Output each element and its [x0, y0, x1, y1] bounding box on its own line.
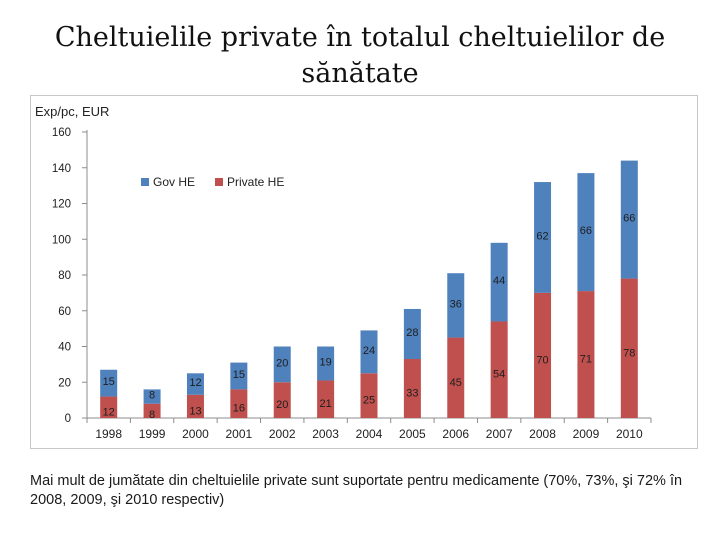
bar-gov-he: [143, 389, 161, 404]
data-label-private-he: 21: [319, 398, 331, 410]
data-label-gov-he: 44: [493, 275, 505, 287]
x-tick-label: 2006: [442, 427, 469, 441]
bar-private-he: [143, 403, 161, 418]
data-label-gov-he: 12: [189, 377, 201, 389]
x-tick-label: 1998: [95, 427, 122, 441]
x-tick-label: 2000: [182, 427, 209, 441]
y-tick-label: 140: [52, 163, 71, 175]
data-label-private-he: 54: [493, 369, 505, 381]
data-label-private-he: 78: [623, 347, 635, 359]
x-tick-label: 2002: [269, 427, 296, 441]
data-label-private-he: 45: [450, 377, 462, 389]
bar-gov-he: [317, 346, 335, 381]
legend-label: Private HE: [227, 175, 284, 189]
data-label-gov-he: 66: [623, 213, 635, 225]
bar-private-he: [490, 321, 508, 418]
data-label-gov-he: 19: [319, 356, 331, 368]
data-label-gov-he: 36: [450, 298, 462, 310]
data-label-private-he: 70: [536, 354, 548, 366]
data-label-private-he: 8: [149, 409, 155, 421]
data-label-private-he: 13: [189, 405, 201, 417]
data-label-private-he: 20: [276, 399, 288, 411]
bar-private-he: [534, 292, 552, 418]
data-label-private-he: 12: [103, 406, 115, 418]
bar-gov-he: [186, 373, 204, 395]
legend-swatch: [141, 178, 149, 186]
x-tick-label: 2008: [529, 427, 556, 441]
x-tick-label: 2010: [616, 427, 643, 441]
data-label-private-he: 71: [580, 354, 592, 366]
data-label-gov-he: 66: [580, 225, 592, 237]
bar-private-he: [273, 382, 291, 418]
y-axis-title: Exp/pc, EUR: [35, 104, 109, 119]
data-label-gov-he: 8: [149, 390, 155, 402]
bar-private-he: [403, 359, 421, 418]
bar-gov-he: [577, 173, 595, 292]
data-label-private-he: 16: [233, 403, 245, 415]
chart: Exp/pc, EUR 0 20 40 60 80 100 120 140 160 12 15 1998…: [30, 95, 698, 449]
slide-title: Cheltuielile private în totalul cheltuie…: [54, 22, 666, 89]
y-tick-label: 20: [58, 377, 71, 389]
y-tick-label: 160: [52, 127, 71, 139]
bar-gov-he: [100, 369, 118, 397]
legend-label: Gov HE: [153, 175, 195, 189]
bar-gov-he: [273, 346, 291, 383]
bar-private-he: [620, 278, 638, 418]
data-label-gov-he: 24: [363, 345, 375, 357]
bar-private-he: [186, 394, 204, 418]
data-label-gov-he: 15: [233, 369, 245, 381]
y-tick-label: 100: [52, 234, 71, 246]
data-label-gov-he: 62: [536, 230, 548, 242]
x-tick-label: 2009: [573, 427, 600, 441]
bar-gov-he: [534, 182, 552, 293]
x-tick-label: 2001: [225, 427, 252, 441]
bar-gov-he: [447, 273, 465, 338]
bar-gov-he: [403, 308, 421, 360]
data-label-private-he: 33: [406, 388, 418, 400]
x-tick-label: 2007: [486, 427, 513, 441]
y-tick-label: 40: [58, 342, 71, 354]
bar-gov-he: [230, 362, 248, 390]
y-tick-label: 120: [52, 199, 71, 211]
bar-private-he: [317, 380, 335, 418]
legend-swatch: [215, 178, 223, 186]
stacked-bar-chart: Exp/pc, EUR 0 20 40 60 80 100 120 140 160 12 15 1998…: [35, 104, 652, 441]
bar-private-he: [577, 291, 595, 418]
caption: Mai mult de jumătate din cheltuielile pr…: [30, 473, 683, 508]
bar-gov-he: [620, 160, 638, 279]
x-tick-label: 2004: [356, 427, 383, 441]
bar-private-he: [230, 389, 248, 418]
x-tick-label: 2005: [399, 427, 426, 441]
y-tick-label: 80: [58, 270, 71, 282]
x-tick-label: 2003: [312, 427, 339, 441]
bar-private-he: [100, 396, 118, 418]
bar-private-he: [447, 337, 465, 418]
y-tick-label: 60: [58, 306, 71, 318]
data-label-gov-he: 28: [406, 327, 418, 339]
bar-private-he: [360, 373, 378, 418]
data-label-private-he: 25: [363, 395, 375, 407]
bar-gov-he: [360, 330, 378, 374]
data-label-gov-he: 15: [103, 376, 115, 388]
bar-gov-he: [490, 242, 508, 322]
x-tick-label: 1999: [139, 427, 166, 441]
data-label-gov-he: 20: [276, 357, 288, 369]
y-tick-label: 0: [65, 413, 71, 425]
